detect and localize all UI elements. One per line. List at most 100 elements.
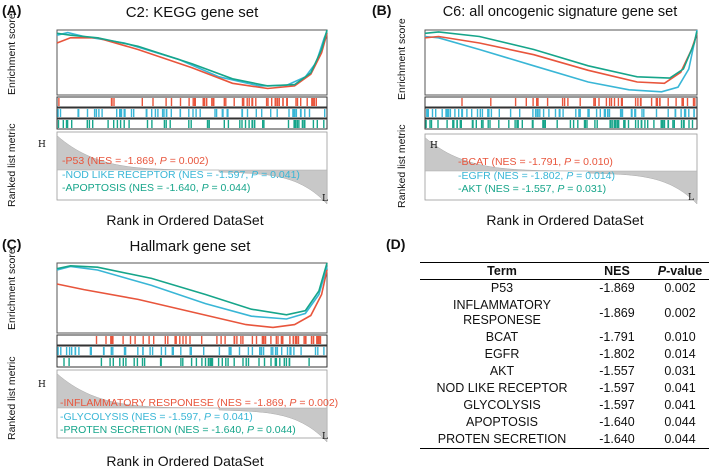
hit-line bbox=[542, 120, 544, 128]
hit-line bbox=[255, 336, 258, 344]
hit-line bbox=[65, 120, 68, 128]
hit-line bbox=[292, 336, 294, 344]
hit-line bbox=[598, 98, 600, 106]
hit-line bbox=[228, 347, 230, 355]
hit-line bbox=[604, 109, 606, 117]
hit-line bbox=[270, 347, 272, 355]
panel-b-letter: (B) bbox=[372, 2, 392, 18]
panel-b-gsea-plot bbox=[424, 29, 698, 205]
legend-entry-nod-like-receptor: -NOD LIKE RECEPTOR (NES = -1.597, P = 0.… bbox=[62, 168, 300, 181]
hit-line bbox=[145, 109, 147, 117]
hit-line bbox=[245, 358, 247, 366]
hit-line bbox=[119, 358, 121, 366]
hit-line bbox=[437, 120, 439, 128]
hit-line bbox=[63, 358, 65, 366]
hit-line bbox=[290, 347, 292, 355]
header-nes: NES bbox=[584, 262, 650, 280]
hit-line bbox=[195, 109, 197, 117]
hit-line bbox=[692, 98, 695, 106]
hit-line bbox=[296, 120, 298, 128]
hit-line bbox=[278, 98, 280, 106]
hit-line bbox=[634, 109, 637, 117]
hit-strip-frame bbox=[424, 96, 698, 108]
hit-line bbox=[282, 98, 284, 106]
panel-a-legend: -P53 (NES = -1.869, P = 0.002) -NOD LIKE… bbox=[62, 155, 300, 196]
hit-line bbox=[643, 109, 645, 117]
hit-line bbox=[214, 109, 216, 117]
hit-line bbox=[631, 109, 633, 117]
hit-line bbox=[246, 109, 249, 117]
hit-line bbox=[475, 120, 477, 128]
hit-line bbox=[95, 336, 98, 344]
cell-nes: -1.869 bbox=[599, 281, 635, 295]
hit-line bbox=[514, 98, 517, 106]
hit-line bbox=[308, 109, 311, 117]
hit-line bbox=[554, 109, 557, 117]
hit-line bbox=[594, 98, 596, 106]
panel-c-gsea-plot bbox=[56, 262, 328, 443]
hit-line bbox=[430, 120, 433, 128]
hit-line bbox=[265, 98, 268, 106]
hit-line bbox=[142, 347, 144, 355]
hit-line bbox=[130, 109, 133, 117]
hit-line bbox=[456, 120, 458, 128]
table-row: INFLAMMATORY RESPONESE -1.869 0.002 bbox=[420, 297, 709, 329]
hit-line bbox=[124, 109, 126, 117]
hit-line bbox=[487, 109, 489, 117]
table-row: APOPTOSIS -1.640 0.044 bbox=[420, 414, 709, 431]
hit-line bbox=[125, 358, 127, 366]
hit-line bbox=[179, 109, 181, 117]
hit-line bbox=[575, 109, 577, 117]
hit-line bbox=[146, 120, 149, 128]
cell-p: 0.041 bbox=[664, 381, 696, 395]
hit-line bbox=[136, 358, 139, 366]
hit-line bbox=[288, 109, 290, 117]
hit-line bbox=[688, 120, 690, 128]
header-p-value: P-value bbox=[650, 262, 709, 280]
hit-line bbox=[435, 109, 437, 117]
hit-line bbox=[693, 109, 695, 117]
hit-line bbox=[452, 120, 454, 128]
hit-line bbox=[218, 347, 221, 355]
hit-line bbox=[286, 98, 288, 106]
hit-line bbox=[616, 120, 618, 128]
hit-line bbox=[179, 98, 182, 106]
hit-line bbox=[272, 347, 274, 355]
hit-line bbox=[124, 347, 127, 355]
table-row: PROTEN SECRETION -1.640 0.044 bbox=[420, 431, 709, 449]
hit-line bbox=[294, 120, 297, 128]
hit-line bbox=[165, 98, 167, 106]
hit-line bbox=[304, 120, 306, 128]
hit-line bbox=[258, 358, 260, 366]
hit-line bbox=[275, 358, 277, 366]
hit-line bbox=[675, 98, 677, 106]
hit-line bbox=[534, 109, 537, 117]
hit-line bbox=[313, 98, 316, 106]
hit-line bbox=[227, 358, 229, 366]
hit-line bbox=[164, 336, 166, 344]
hit-line bbox=[137, 347, 139, 355]
hit-line bbox=[537, 98, 539, 106]
panel-d-letter: (D) bbox=[386, 236, 406, 252]
hit-line bbox=[119, 109, 121, 117]
hit-line bbox=[605, 98, 608, 106]
cell-nes: -1.640 bbox=[584, 431, 650, 449]
hit-line bbox=[112, 336, 114, 344]
hit-line bbox=[641, 120, 643, 128]
hit-line bbox=[276, 347, 279, 355]
legend-entry-p53: -P53 (NES = -1.869, P = 0.002) bbox=[62, 155, 209, 167]
hit-line bbox=[548, 109, 550, 117]
hit-line bbox=[655, 98, 657, 106]
legend-entry-inflammatory-responese: -INFLAMMATORY RESPONESE (NES = -1.869, P… bbox=[60, 397, 339, 409]
table-row: NOD LIKE RECEPTOR -1.597 0.041 bbox=[420, 380, 709, 397]
hit-line bbox=[71, 347, 73, 355]
hit-line bbox=[661, 120, 664, 128]
hit-line bbox=[305, 336, 307, 344]
hit-line bbox=[447, 109, 450, 117]
hit-line bbox=[323, 120, 325, 128]
hit-line bbox=[296, 98, 299, 106]
hit-line bbox=[220, 336, 222, 344]
hit-line bbox=[684, 109, 687, 117]
hit-line bbox=[251, 336, 254, 344]
panel-c-letter: (C) bbox=[2, 236, 22, 252]
